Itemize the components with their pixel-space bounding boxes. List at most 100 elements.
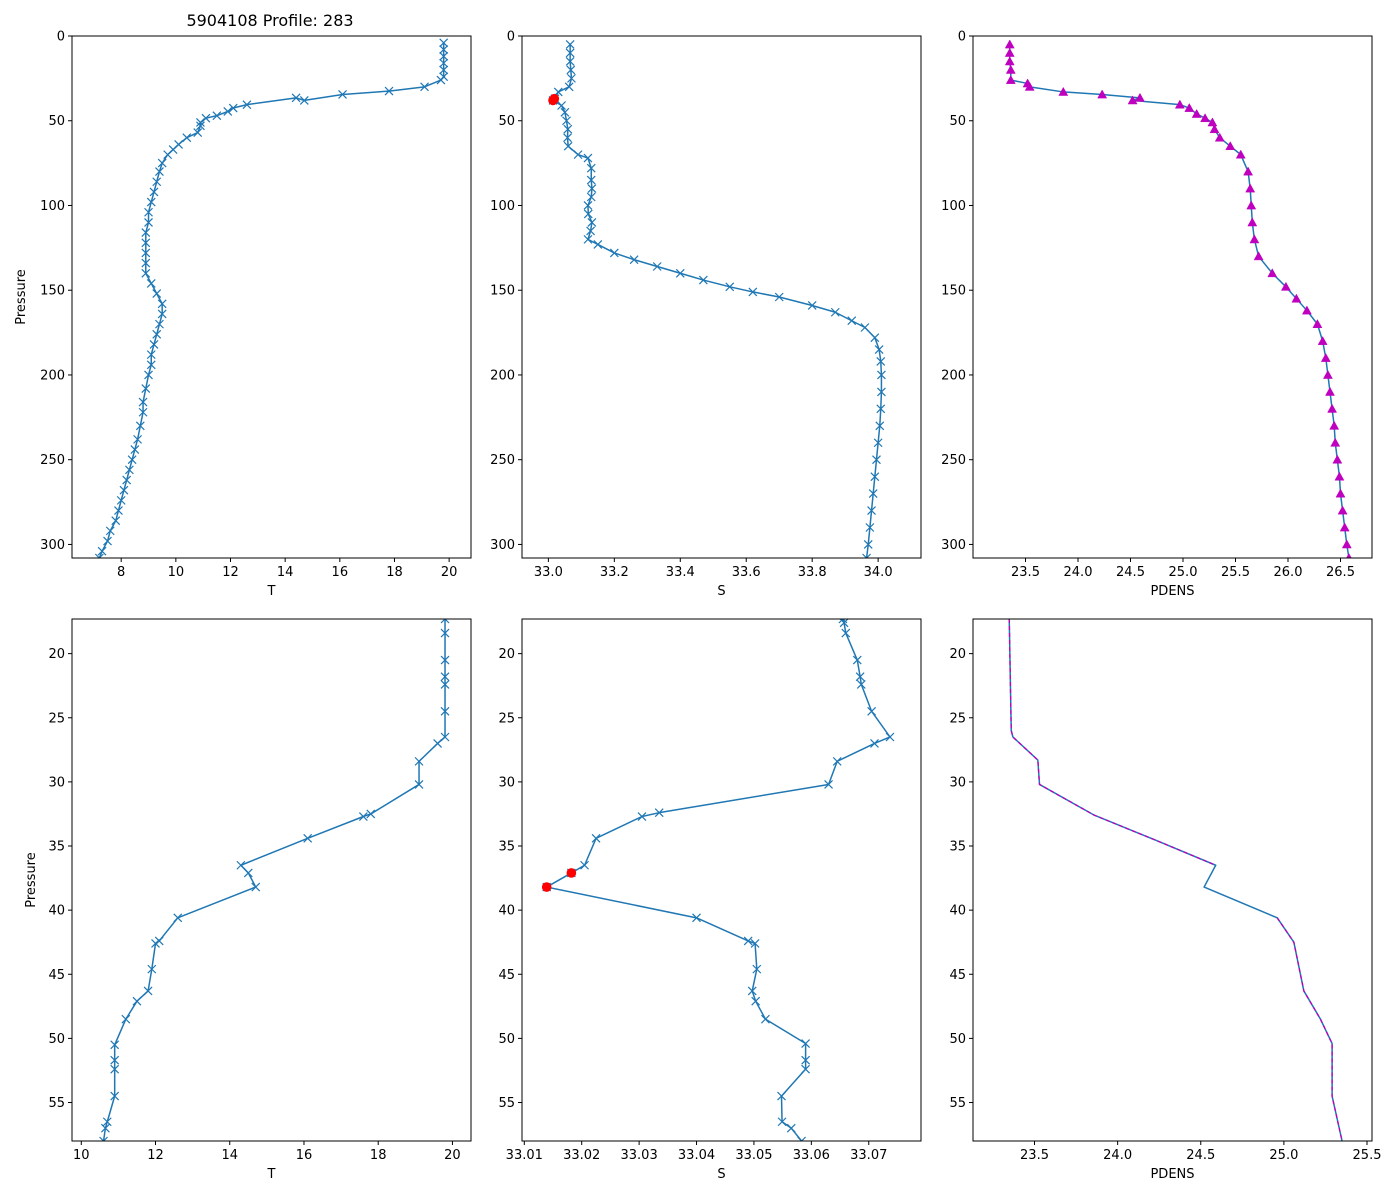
data-point bbox=[1341, 539, 1352, 549]
data-point bbox=[146, 360, 156, 370]
data-point bbox=[1191, 108, 1202, 118]
data-point bbox=[563, 124, 573, 134]
y-tick-label: 45 bbox=[949, 968, 966, 983]
data-point bbox=[877, 387, 886, 397]
data-point bbox=[152, 289, 162, 299]
data-point bbox=[1317, 336, 1328, 345]
x-tick-label: 26.5 bbox=[1326, 565, 1355, 580]
data-point bbox=[193, 128, 203, 138]
x-tick-label: 23.5 bbox=[1011, 565, 1040, 580]
y-tick-label: 50 bbox=[48, 1032, 65, 1047]
data-point bbox=[557, 101, 566, 110]
data-point bbox=[587, 184, 597, 193]
data-point bbox=[1267, 268, 1278, 278]
x-tick-label: 10 bbox=[73, 1148, 90, 1163]
data-point bbox=[97, 546, 107, 556]
flagged-point bbox=[548, 95, 558, 106]
series-line bbox=[102, 619, 446, 1141]
y-tick-label: 35 bbox=[949, 840, 966, 855]
x-tick-label: 24.0 bbox=[1064, 565, 1093, 580]
data-point bbox=[586, 163, 596, 173]
data-point bbox=[1005, 64, 1016, 74]
data-point bbox=[586, 175, 596, 185]
data-point bbox=[384, 86, 394, 96]
data-point bbox=[439, 38, 449, 48]
data-point bbox=[877, 370, 886, 380]
data-point bbox=[151, 939, 160, 948]
y-tick-label: 250 bbox=[941, 453, 966, 468]
data-point bbox=[874, 345, 884, 354]
plot-area bbox=[1008, 619, 1343, 1141]
y-tick-label: 25 bbox=[48, 711, 65, 726]
data-point bbox=[852, 655, 862, 665]
y-tick-label: 20 bbox=[498, 647, 515, 662]
y-tick-label: 30 bbox=[949, 775, 966, 790]
flagged-point bbox=[541, 882, 552, 892]
data-point bbox=[251, 882, 261, 892]
data-point bbox=[152, 329, 162, 339]
y-tick-label: 150 bbox=[941, 284, 966, 299]
data-point bbox=[111, 516, 121, 526]
data-point bbox=[750, 939, 760, 948]
data-point bbox=[885, 732, 895, 742]
data-point bbox=[832, 756, 842, 766]
data-point bbox=[1280, 281, 1291, 291]
data-point bbox=[366, 809, 376, 819]
data-point bbox=[1245, 183, 1256, 193]
data-point bbox=[149, 187, 159, 197]
x-tick-label: 33.05 bbox=[735, 1148, 772, 1163]
x-tick-label: 33.4 bbox=[666, 565, 695, 580]
x-tick-label: 8 bbox=[117, 565, 125, 580]
x-tick-label: 25.0 bbox=[1269, 1148, 1298, 1163]
data-point bbox=[565, 56, 575, 66]
data-point bbox=[414, 780, 424, 789]
data-point bbox=[1243, 166, 1254, 176]
x-axis-label: T bbox=[267, 1167, 276, 1182]
y-tick-label: 200 bbox=[941, 368, 966, 383]
data-point bbox=[130, 445, 140, 454]
x-tick-label: 33.01 bbox=[506, 1148, 543, 1163]
data-point bbox=[124, 465, 134, 475]
data-point bbox=[440, 672, 450, 682]
data-point bbox=[875, 421, 885, 431]
data-point bbox=[338, 90, 347, 99]
data-point bbox=[149, 340, 159, 349]
data-point bbox=[862, 553, 872, 558]
data-point bbox=[1127, 95, 1138, 105]
x-tick-label: 20 bbox=[444, 1148, 461, 1163]
x-tick-label: 33.02 bbox=[563, 1148, 600, 1163]
data-point bbox=[138, 397, 148, 407]
y-tick-label: 25 bbox=[949, 711, 966, 726]
data-point bbox=[1332, 454, 1343, 464]
data-point bbox=[1325, 386, 1335, 396]
y-axis-label: Pressure bbox=[24, 852, 39, 908]
data-point bbox=[110, 1064, 120, 1074]
chart-bottom-s: 33.01 33.02 33.03 33.04 33.05 33.06 33.07 20 25 3… bbox=[498, 618, 922, 1182]
data-point bbox=[777, 1117, 787, 1127]
data-point bbox=[868, 489, 878, 499]
data-point bbox=[358, 812, 368, 821]
data-point bbox=[847, 316, 857, 326]
data-point bbox=[157, 299, 167, 309]
x-tick-label: 12 bbox=[147, 1148, 164, 1163]
data-point bbox=[119, 485, 129, 495]
data-point bbox=[141, 228, 151, 238]
y-tick-label: 20 bbox=[48, 647, 65, 662]
data-point bbox=[414, 756, 424, 766]
x-tick-label: 33.2 bbox=[600, 565, 629, 580]
axes-frame bbox=[972, 618, 1373, 1142]
data-point bbox=[154, 936, 164, 946]
data-point bbox=[146, 350, 156, 360]
y-tick-label: 50 bbox=[48, 114, 65, 129]
data-point bbox=[562, 116, 571, 126]
data-point bbox=[299, 95, 309, 105]
x-axis-label: PDENS bbox=[1150, 584, 1194, 599]
data-point bbox=[1320, 352, 1331, 362]
y-tick-label: 100 bbox=[941, 199, 966, 214]
data-point bbox=[565, 40, 575, 49]
data-point bbox=[440, 655, 450, 665]
data-point bbox=[593, 240, 603, 249]
data-point bbox=[141, 384, 151, 393]
data-point bbox=[157, 309, 167, 319]
